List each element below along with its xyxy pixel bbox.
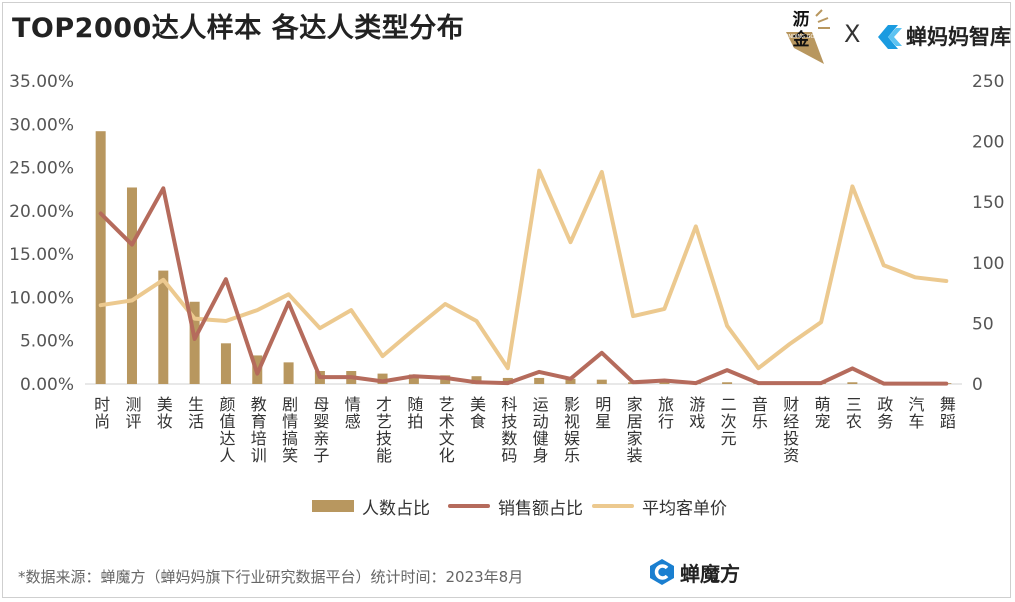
line-sales-share — [98, 186, 949, 386]
chanmofang-logo: 蝉魔方 — [648, 558, 768, 590]
bar-headcount — [220, 343, 231, 384]
x-axis-category-label: 汽车 — [906, 396, 925, 430]
left-axis-tick-label: 20.00% — [9, 202, 74, 222]
x-axis-category-label: 剧情搞笑 — [279, 396, 298, 464]
left-axis-tick-label: 35.00% — [9, 72, 74, 92]
x-axis-category-label: 萌宠 — [812, 396, 831, 430]
x-axis-category-label: 科技数码 — [498, 396, 517, 464]
bar-headcount — [534, 377, 545, 384]
x-axis-category-label: 音乐 — [749, 396, 768, 430]
x-axis-category-label: 生活 — [185, 396, 204, 430]
x-axis-category-label: 才艺技能 — [373, 396, 392, 464]
legend-swatch-price-line — [592, 504, 634, 508]
bar-headcount — [189, 301, 200, 384]
bar-headcount — [408, 374, 419, 384]
x-axis-category-label: 运动健身 — [530, 396, 549, 464]
x-axis-category-label: 二次元 — [718, 396, 737, 447]
x-axis-category-label: 财经投资 — [780, 396, 799, 464]
bar-headcount — [659, 382, 670, 384]
x-axis-category-label: 旅行 — [655, 396, 674, 430]
bar-headcount — [377, 373, 388, 384]
legend-label-price: 平均客单价 — [642, 498, 727, 519]
right-axis-tick-label: 200 — [972, 133, 1004, 153]
right-axis-tick-label: 0 — [972, 375, 983, 395]
lijin-logo: 沥金 FINDING GOLD — [782, 8, 834, 66]
right-axis-tick-label: 100 — [972, 254, 1004, 274]
bar-headcount — [722, 382, 733, 384]
left-axis-tick-label: 25.00% — [9, 159, 74, 179]
legend-swatch-bar — [312, 500, 354, 512]
x-axis-category-label: 测评 — [122, 396, 141, 430]
x-axis-category-label: 明星 — [592, 396, 611, 430]
right-axis-tick-label: 50 — [972, 314, 994, 334]
x-axis-category-label: 家居家装 — [624, 396, 643, 464]
left-axis-tick-label: 10.00% — [9, 288, 74, 308]
brand-separator: X — [844, 20, 861, 48]
bar-headcount — [596, 379, 607, 384]
bar-headcount — [471, 376, 482, 384]
x-axis-category-label: 随拍 — [404, 396, 423, 430]
x-axis-category-label: 教育培训 — [248, 396, 267, 464]
lijin-logo-subtext: FINDING GOLD — [784, 34, 822, 40]
x-axis-category-label: 时尚 — [91, 396, 110, 430]
legend-label-headcount: 人数占比 — [362, 498, 430, 519]
legend-label-sales: 销售额占比 — [498, 498, 583, 519]
legend-item-price: 平均客单价 — [592, 492, 727, 520]
legend-swatch-sales-line — [448, 504, 490, 508]
chanmofang-logo-text: 蝉魔方 — [680, 562, 740, 586]
x-axis-category-label: 美妆 — [154, 396, 173, 430]
x-axis-category-label: 三农 — [843, 396, 862, 430]
lijin-logo-text: 沥金 — [792, 10, 810, 50]
left-axis-tick-label: 30.00% — [9, 115, 74, 135]
x-axis-category-label: 影视娱乐 — [561, 396, 580, 464]
bar-headcount — [158, 270, 169, 384]
bar-headcount — [565, 378, 576, 384]
right-axis-tick-label: 250 — [972, 72, 1004, 92]
x-axis-category-label: 舞蹈 — [937, 396, 956, 430]
legend: 人数占比 销售额占比 平均客单价 — [0, 492, 1015, 520]
left-axis-tick-label: 0.00% — [20, 375, 74, 395]
left-axis-tick-label: 5.00% — [20, 332, 74, 352]
left-axis-tick-label: 15.00% — [9, 245, 74, 265]
x-axis-category-label: 艺术文化 — [436, 396, 455, 464]
x-axis-category-label: 游戏 — [686, 396, 705, 430]
lijin-logo-shape — [786, 9, 830, 64]
chanmama-logo: 蝉妈妈智库 — [876, 22, 1011, 54]
legend-item-sales: 销售额占比 — [448, 492, 583, 520]
chanmama-icon — [878, 25, 902, 49]
chart-title: TOP2000达人样本 各达人类型分布 — [12, 13, 465, 44]
chanmofang-icon — [650, 559, 674, 585]
x-axis-category-label: 颜值达人 — [216, 396, 235, 464]
x-axis-category-label: 母婴亲子 — [310, 396, 329, 464]
data-source-note: *数据来源：蝉魔方（蝉妈妈旗下行业研究数据平台）统计时间：2023年8月 — [18, 568, 524, 586]
chanmama-logo-text: 蝉妈妈智库 — [906, 25, 1011, 49]
bar-headcount — [283, 362, 294, 384]
x-axis-category-label: 政务 — [874, 396, 893, 430]
x-axis-category-label: 情感 — [342, 396, 361, 430]
line-avg-price — [98, 168, 949, 371]
x-axis-category-label: 美食 — [467, 396, 486, 430]
bar-headcount — [847, 382, 858, 384]
legend-item-headcount: 人数占比 — [312, 492, 430, 520]
bar-headcount — [95, 131, 106, 384]
brand-logos: 沥金 FINDING GOLD X 蝉妈妈智库 — [782, 8, 1011, 68]
bar-headcount — [126, 187, 137, 384]
right-axis-tick-label: 150 — [972, 193, 1004, 213]
